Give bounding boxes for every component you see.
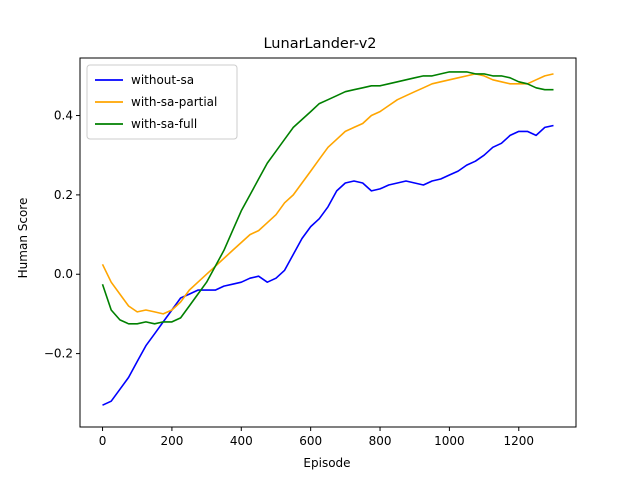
chart-title: LunarLander-v2 (263, 36, 376, 52)
series-line-with-sa-full (101, 71, 554, 325)
x-tick-label: 0 (99, 434, 107, 448)
x-tick-label: 600 (299, 434, 322, 448)
y-axis-label: Human Score (16, 198, 30, 279)
legend-label-with-sa-full: with-sa-full (131, 117, 197, 131)
y-axis: −0.2 0.0 0.2 0.4 (44, 109, 80, 361)
legend: without-sa with-sa-partial with-sa-full (86, 64, 238, 140)
legend-label-with-sa-partial: with-sa-partial (131, 95, 217, 109)
series-line-without-sa (102, 124, 554, 406)
y-tick-label: 0.0 (54, 267, 73, 281)
legend-box (86, 64, 238, 140)
x-axis: 0 200 400 600 800 1000 1200 (99, 427, 534, 448)
y-tick-label: −0.2 (44, 347, 73, 361)
x-tick-label: 200 (160, 434, 183, 448)
x-tick-label: 400 (230, 434, 253, 448)
x-axis-label: Episode (303, 456, 350, 470)
x-tick-label: 1000 (434, 434, 465, 448)
x-tick-label: 1200 (503, 434, 534, 448)
y-tick-label: 0.4 (54, 109, 73, 123)
x-tick-label: 800 (369, 434, 392, 448)
plot-frame (79, 57, 577, 428)
y-tick-label: 0.2 (54, 188, 73, 202)
legend-label-without-sa: without-sa (131, 73, 194, 87)
series-layer (101, 71, 554, 406)
